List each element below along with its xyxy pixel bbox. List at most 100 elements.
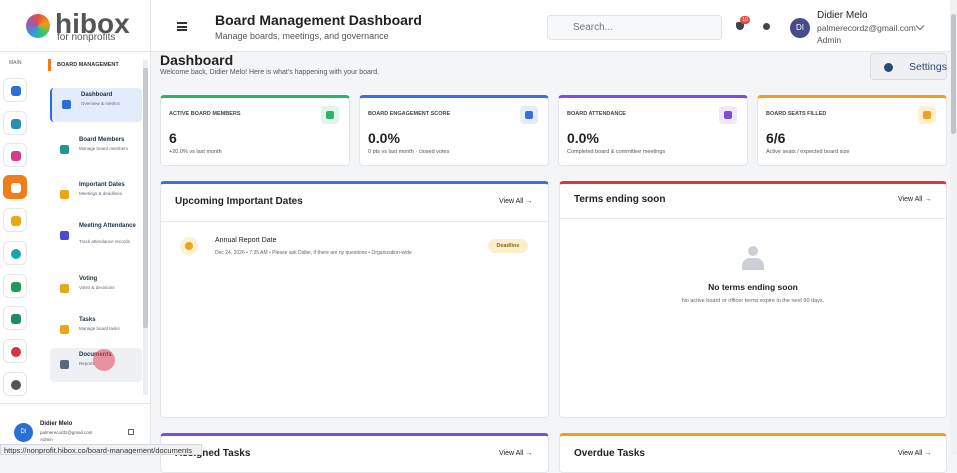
stat-note: Active seats / expected board size xyxy=(766,149,850,155)
empty-icon xyxy=(738,246,768,272)
date-tag: Deadline xyxy=(488,239,528,253)
menu-item[interactable]: Important Dates Meetings & deadlines xyxy=(50,178,142,212)
rail-events[interactable] xyxy=(3,241,27,265)
overdue-title: Overdue Tasks xyxy=(574,448,645,459)
sidebar-user-email: palmerecordz@gmail.com xyxy=(40,430,93,435)
terms-view-all[interactable]: View All → xyxy=(898,196,932,203)
bell-icon[interactable] xyxy=(736,22,744,30)
rail-people[interactable] xyxy=(3,306,27,330)
menu-icon xyxy=(60,325,69,334)
assigned-view-all[interactable]: View All → xyxy=(499,450,533,457)
menu-icon xyxy=(60,190,69,199)
stat-card xyxy=(359,95,549,166)
logout-icon[interactable] xyxy=(128,429,134,435)
stat-note: 0 pts vs last month · closed votes xyxy=(368,149,450,155)
rail-label: MAIN xyxy=(9,60,22,66)
menu-icon xyxy=(60,231,69,240)
stat-value: 0.0% xyxy=(567,130,599,146)
section-title: BOARD MANAGEMENT xyxy=(57,62,119,68)
logo-icon xyxy=(26,14,50,38)
logo-tagline: for nonprofits xyxy=(57,32,116,43)
rail-home[interactable] xyxy=(3,78,27,102)
header-subtitle: Manage boards, meetings, and governance xyxy=(215,31,389,41)
rail-org[interactable] xyxy=(3,111,27,135)
date-title: Annual Report Date xyxy=(215,237,277,244)
menu-desc: Reports xyxy=(79,361,95,366)
stat-card xyxy=(160,95,350,166)
avatar[interactable]: DI xyxy=(790,18,810,38)
rail-settings[interactable] xyxy=(3,372,27,396)
settings-button[interactable]: Settings xyxy=(870,53,947,80)
stat-icon-glyph xyxy=(525,111,533,119)
menu-title: Tasks xyxy=(79,317,96,323)
menu-desc: Manage board members xyxy=(79,146,129,151)
menu-desc: Overview & metrics xyxy=(81,101,120,106)
menu-icon xyxy=(60,284,69,293)
terms-empty-title: No terms ending soon xyxy=(708,282,798,292)
rail-network[interactable] xyxy=(3,274,27,298)
stat-value: 0.0% xyxy=(368,130,400,146)
upcoming-title: Upcoming Important Dates xyxy=(175,196,303,207)
sidebar-avatar: DI xyxy=(14,423,33,442)
stat-label: BOARD SEATS FILLED xyxy=(766,111,827,117)
menu-desc: Track attendance records xyxy=(79,239,130,244)
stat-note: Completed board & committee meetings xyxy=(567,149,666,155)
page-scrollbar xyxy=(950,0,957,455)
stat-label: ACTIVE BOARD MEMBERS xyxy=(169,111,241,117)
menu-item[interactable]: Voting Votes & decisions xyxy=(50,272,142,306)
menu-item[interactable]: Dashboard Overview & metrics xyxy=(50,88,142,122)
menu-title: Dashboard xyxy=(81,92,113,98)
menu-item[interactable]: Meeting Attendance Track attendance recor… xyxy=(50,219,142,253)
scrollbar xyxy=(143,60,148,395)
upcoming-card xyxy=(160,181,549,418)
stat-card xyxy=(558,95,748,166)
upcoming-view-all[interactable]: View All → xyxy=(499,198,533,205)
user-name: Didier Melo xyxy=(817,10,868,21)
terms-card xyxy=(559,181,947,418)
section-marker xyxy=(48,59,51,71)
settings-label: Settings xyxy=(909,61,947,73)
menu-item[interactable]: Tasks Manage board tasks xyxy=(50,313,142,347)
menu-icon xyxy=(62,100,71,109)
stat-value: 6 xyxy=(169,130,177,146)
rail-fundraising[interactable] xyxy=(3,143,27,167)
sidebar-user-role: Admin xyxy=(40,437,53,442)
menu-title: Meeting Attendance xyxy=(79,223,136,229)
page-title: Dashboard xyxy=(160,52,234,68)
rail-programs[interactable] xyxy=(3,208,27,232)
overdue-view-all[interactable]: View All → xyxy=(898,450,932,457)
menu-desc: Votes & decisions xyxy=(79,285,115,290)
status-url: https://nonprofit.hibox.co/board-managem… xyxy=(0,444,202,455)
header-title: Board Management Dashboard xyxy=(215,12,422,28)
rail-board[interactable] xyxy=(3,175,27,199)
stat-card xyxy=(757,95,947,166)
menu-icon xyxy=(60,360,69,369)
menu-icon xyxy=(60,145,69,154)
menu-title: Board Members xyxy=(79,137,125,143)
sidebar-user-name: Didier Melo xyxy=(40,421,73,427)
theme-toggle[interactable] xyxy=(763,23,770,30)
cursor-highlight xyxy=(93,349,115,371)
stat-label: BOARD ATTENDANCE xyxy=(567,111,626,117)
menu-item[interactable]: Board Members Manage board members xyxy=(50,133,142,167)
divider xyxy=(161,221,548,222)
stat-note: +20.0% vs last month xyxy=(169,149,222,155)
divider xyxy=(150,0,151,455)
date-icon xyxy=(180,237,198,255)
menu-toggle[interactable] xyxy=(177,22,187,31)
logo-name: hibox xyxy=(55,8,130,39)
terms-title: Terms ending soon xyxy=(574,194,666,205)
user-role: Admin xyxy=(817,35,842,45)
notification-badge: 10 xyxy=(740,16,750,24)
menu-desc: Manage board tasks xyxy=(79,326,120,331)
divider xyxy=(560,218,946,219)
search-input[interactable]: Search... xyxy=(547,15,722,40)
menu-desc: Meetings & deadlines xyxy=(79,191,123,196)
stat-icon-glyph xyxy=(923,111,931,119)
rail-reports[interactable] xyxy=(3,339,27,363)
date-meta: Dec 24, 2026 • 7:35 AM • Please ask Didi… xyxy=(215,250,412,256)
menu-title: Important Dates xyxy=(79,182,125,188)
stat-value: 6/6 xyxy=(766,130,786,146)
user-email: palmerecordz@gmail.com xyxy=(817,23,916,33)
